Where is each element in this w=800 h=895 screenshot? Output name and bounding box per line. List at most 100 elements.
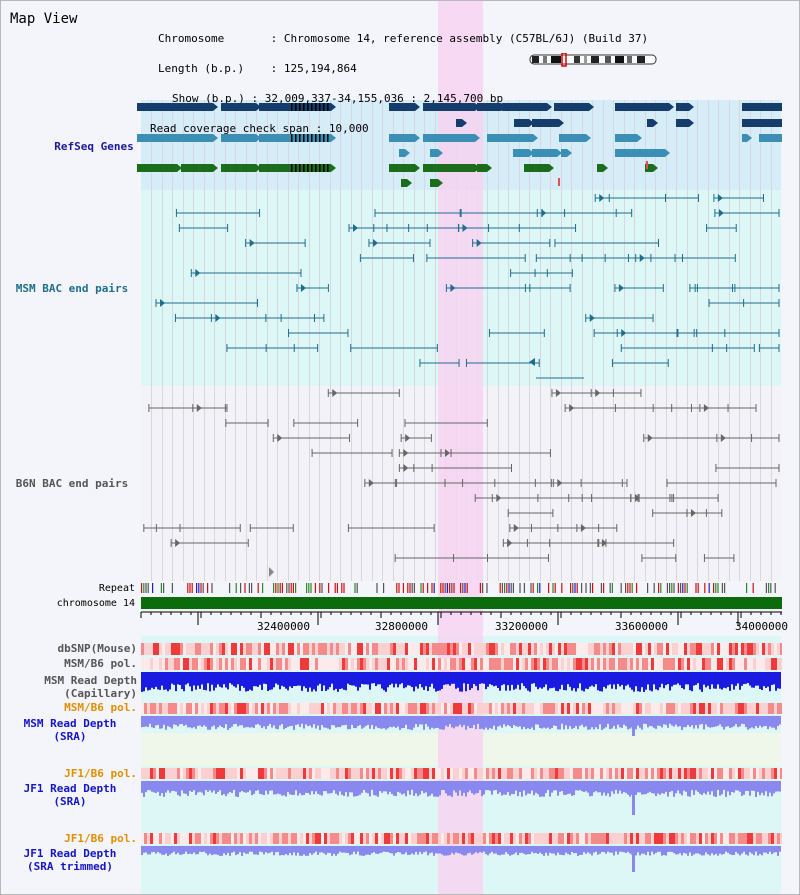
track-label-msm-bac[interactable]: MSM BAC end pairs [15,282,129,295]
track-label-msm-depth-sra[interactable]: MSM Read Depth (SRA) [3,717,137,743]
jf1-depth-sra-bar [593,781,595,793]
msm-depth-sra-bar [365,716,367,726]
msm-pol-2-cell [504,703,507,714]
track-label-dbsnp[interactable]: dbSNP(Mouse) [57,642,137,655]
jf1-depth-sra-bar [763,781,765,796]
dbsnp-cell [144,643,147,655]
jf1-depth-sra-bar [419,781,421,795]
msm-depth-cap-bar [703,672,705,685]
jf1-pol-2-cell [765,833,768,844]
grid-line [708,100,709,581]
track-label-b6n-bac[interactable]: B6N BAC end pairs [15,477,129,490]
repeat-element [275,583,277,593]
dbsnp-cell [153,643,156,655]
msm-depth-sra-bar [653,716,655,728]
jf1-pol-2-cell [165,833,168,844]
msm-pol-cell [141,658,144,670]
jf1-pol-cell [183,768,186,779]
jf1-depth-sra-bar [759,781,761,796]
jf1-depth-trim-bar [491,846,493,852]
msm-depth-sra-bar [311,716,313,728]
dbsnp-cell [480,643,483,655]
selected-region-highlight[interactable] [438,1,483,894]
msm-pol-cell [195,658,198,670]
grid-line [487,100,488,581]
msm-pol-cell [258,658,261,670]
msm-depth-sra-bar [163,716,165,725]
dbsnp-cell [321,643,324,655]
dbsnp-cell [174,643,177,655]
msm-pol-cell [186,658,189,670]
jf1-pol-2-cell [585,833,588,844]
msm-pol-cell [759,658,762,670]
repeat-element [770,583,772,593]
jf1-depth-trim-bar [397,846,399,853]
jf1-pol-2-cell [687,833,690,844]
track-label-jf1-depth-sra[interactable]: JF1 Read Depth (SRA) [3,782,137,808]
msm-depth-cap-line2: (Capillary) [64,687,137,700]
track-label-jf1-depth-trimmed[interactable]: JF1 Read Depth (SRA trimmed) [3,847,137,873]
msm-depth-cap-bar [197,672,199,686]
gene-feature [487,134,533,142]
repeat-element [721,583,723,593]
dbsnp-cell [159,643,162,655]
jf1-depth-trim-bar [485,846,487,855]
grid-line [235,100,236,581]
gene-feature [742,103,783,111]
msm-depth-cap-bar [383,672,385,691]
msm-depth-cap-bar [571,672,573,691]
jf1-depth-sra-bar [189,781,191,791]
msm-pol-2-cell [696,703,699,714]
msm-depth-cap-bar [403,672,405,689]
msm-pol-2-cell [657,703,660,714]
dbsnp-cell [375,643,378,655]
jf1-depth-sra-bar [523,781,525,791]
msm-pol-2-cell [675,703,678,714]
track-label-msm-pol-2[interactable]: MSM/B6 pol. [64,701,137,714]
chromosome-ideogram[interactable] [529,53,659,67]
jf1-depth-sra-bar [347,781,349,797]
jf1-depth-sra-bar [155,781,157,794]
msm-depth-sra-bar [517,716,519,727]
jf1-pol-2-cell [483,833,486,844]
msm-pol-2-cell [546,703,549,714]
jf1-depth-sra-bar [717,781,719,790]
jf1-depth-trim-bar [161,846,163,855]
jf1-depth-sra-bar [695,781,697,791]
jf1-depth-sra-bar [621,781,623,794]
gene-arrow-icon [331,103,336,111]
dbsnp-cell [465,643,468,655]
track-label-msm-depth-capillary[interactable]: MSM Read Depth (Capillary) [3,674,137,700]
track-label-msm-pol-1[interactable]: MSM/B6 pol. [64,657,137,670]
dbsnp-cell [573,643,576,655]
b6n-bac-arrow-icon [513,524,519,532]
repeat-element [376,583,378,593]
msm-depth-cap-bar [327,672,329,690]
jf1-pol-2-cell [564,833,567,844]
jf1-pol-2-cell [675,833,678,844]
dbsnp-cell [396,643,399,655]
jf1-pol-cell [354,768,357,779]
msm-pol-cell [210,658,213,670]
jf1-depth-sra-bar [545,781,547,794]
track-label-refseq-genes[interactable]: RefSeq Genes [54,140,134,153]
grid-line [592,100,593,581]
msm-depth-cap-bar [205,672,207,691]
jf1-depth-trim-bar [653,846,655,855]
msm-depth-sra-bar [441,716,443,730]
jf1-depth-sra-bar [477,781,479,794]
jf1-depth-trim-bar [697,846,699,854]
msm-depth-sra-bar [639,716,641,728]
jf1-pol-cell [507,768,510,779]
jf1-pol-2-cell [429,833,432,844]
track-label-jf1-pol-1[interactable]: JF1/B6 pol. [64,767,137,780]
msm-depth-sra-bar [385,716,387,730]
track-label-jf1-pol-2[interactable]: JF1/B6 pol. [64,832,137,845]
msm-depth-cap-bar [249,672,251,690]
jf1-pol-2-cell [471,833,474,844]
jf1-depth-trim-bar [645,846,647,855]
msm-depth-cap-bar [479,672,481,684]
msm-pol-cell [297,658,300,670]
jf1-pol-cell [471,768,474,779]
